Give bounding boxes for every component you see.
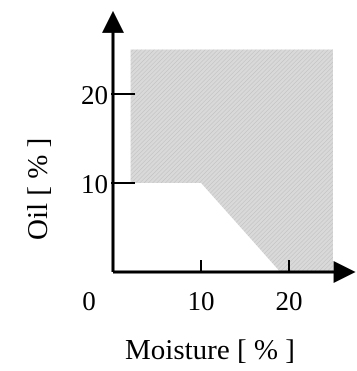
shaded-region xyxy=(130,49,333,272)
x-axis-label: Moisture [ % ] xyxy=(125,334,295,366)
y-axis-arrowhead xyxy=(102,10,124,33)
axes xyxy=(102,10,356,283)
y-axis-label: Oil [ % ] xyxy=(22,138,54,240)
x-axis-arrowhead xyxy=(333,261,356,283)
x-tick-label: 20 xyxy=(276,286,303,316)
x-tick-label: 10 xyxy=(188,286,215,316)
shaded-region-layer xyxy=(130,49,333,272)
y-tick-label: 10 xyxy=(81,169,108,199)
y-tick-label: 20 xyxy=(81,80,108,110)
tick-layer: 0 10 20 10 20 xyxy=(81,80,303,316)
x-tick-label: 0 xyxy=(82,286,96,316)
